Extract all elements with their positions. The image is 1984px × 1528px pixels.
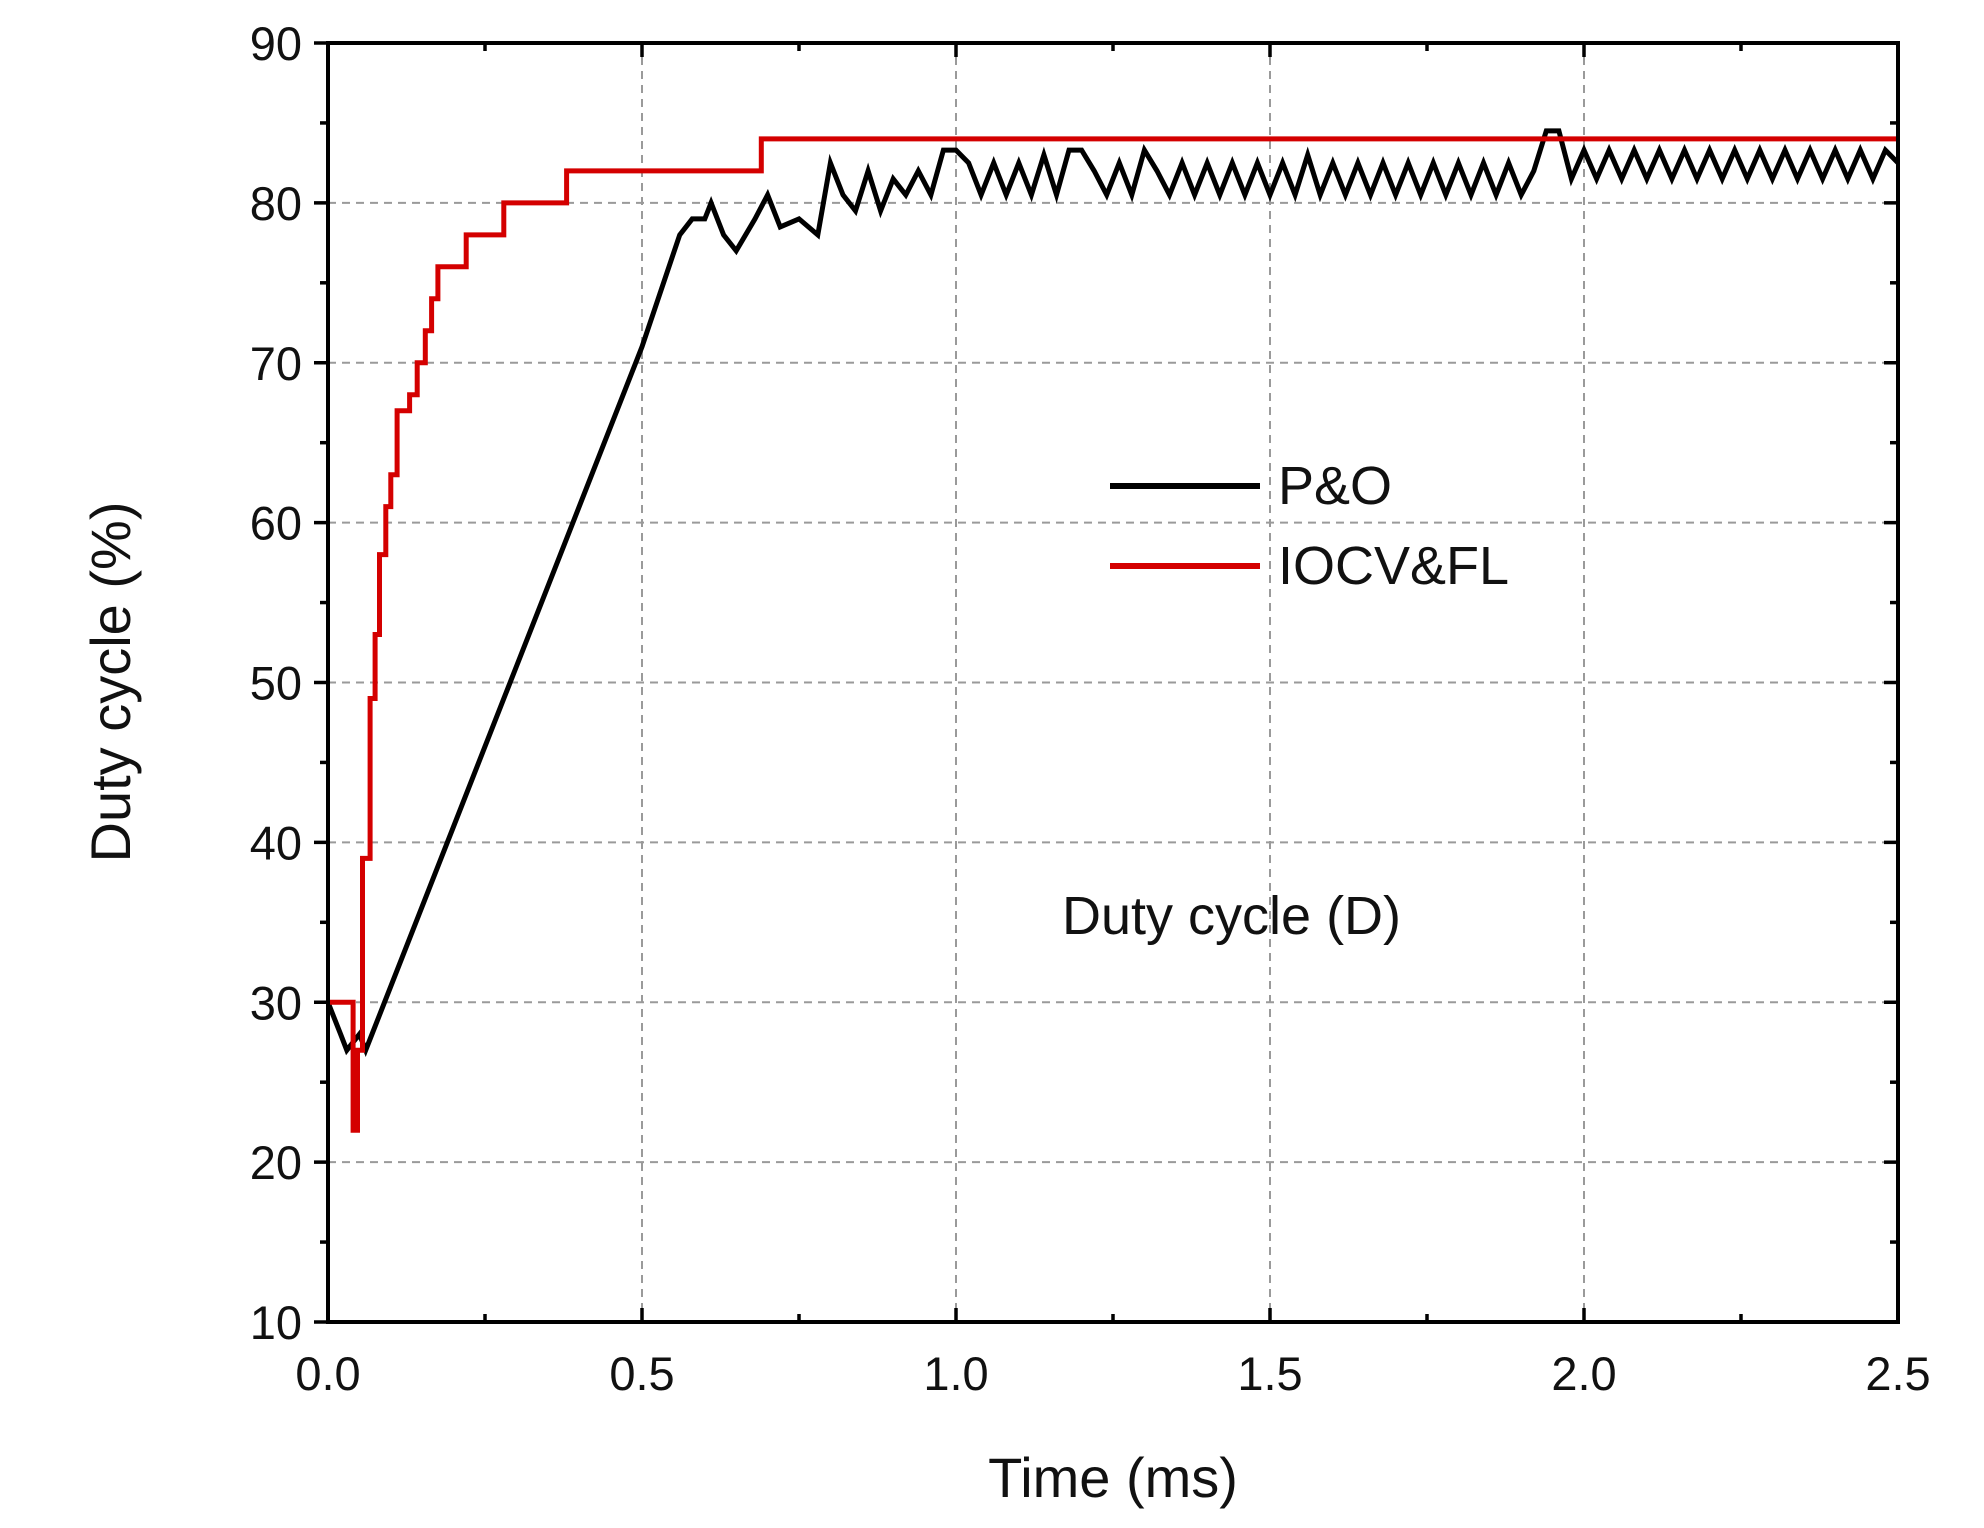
y-tick-label-7: 80 [250,177,302,230]
x-tick-label-4: 2.0 [1551,1347,1616,1400]
x-axis-label: Time (ms) [988,1446,1238,1509]
x-tick-label-1: 0.5 [609,1347,674,1400]
x-tick-label-3: 1.5 [1237,1347,1302,1400]
y-tick-label-0: 10 [250,1296,302,1349]
x-tick-label-0: 0.0 [295,1347,360,1400]
series-line-iocv-fl [328,136,1898,1133]
y-tick-label-2: 30 [250,976,302,1029]
series-layer [325,128,1900,1133]
y-tick-label-6: 70 [250,337,302,390]
tick-labels: 0.0 0.5 1.0 1.5 2.0 2.5 10 20 30 40 50 60 70 80 90 [250,17,1931,1400]
y-tick-label-1: 20 [250,1136,302,1189]
chart-annotation: Duty cycle (D) [1062,886,1401,946]
y-tick-label-3: 40 [250,816,302,869]
axes [314,41,1900,1324]
legend: P&O IOCV&FL [1110,456,1509,596]
x-tick-label-5: 2.5 [1865,1347,1930,1400]
y-tick-label-8: 90 [250,17,302,70]
y-axis-label: Duty cycle (%) [79,502,142,863]
grid-lines [328,43,1898,1322]
y-tick-label-4: 50 [250,657,302,710]
series-line-p-and-o [325,128,1900,1058]
legend-label-iocv-fl: IOCV&FL [1278,536,1509,596]
y-tick-label-5: 60 [250,497,302,550]
x-tick-label-2: 1.0 [923,1347,988,1400]
legend-label-p-and-o: P&O [1278,456,1392,516]
